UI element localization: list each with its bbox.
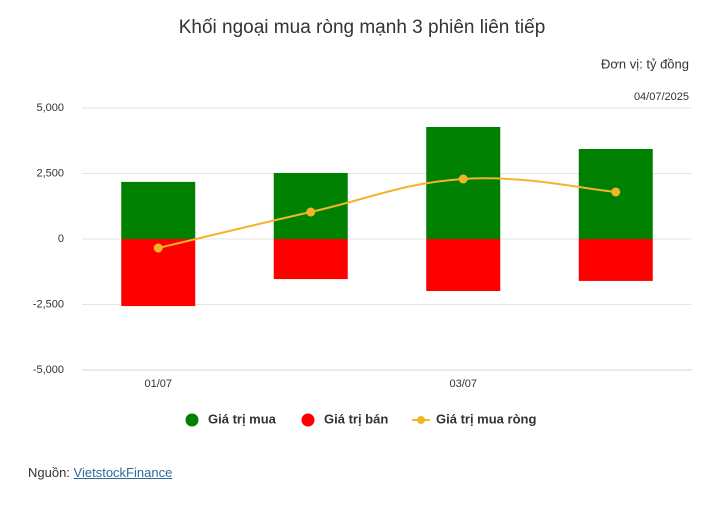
source-link[interactable]: VietstockFinance [73, 465, 173, 480]
legend-marker [301, 413, 315, 427]
bar [578, 239, 653, 281]
chart: Khối ngoại mua ròng mạnh 3 phiên liên ti… [33, 17, 692, 427]
y-tick-label: 2,500 [36, 167, 64, 179]
date-label: 04/07/2025 [634, 91, 689, 103]
x-tick-label: 01/07 [144, 378, 172, 390]
source: Nguồn: VietstockFinance [28, 465, 172, 480]
bar [121, 181, 196, 239]
legend-label: Giá trị mua ròng [436, 411, 536, 426]
line [158, 177, 616, 250]
y-tick-label: -5,000 [33, 364, 64, 376]
source-prefix: Nguồn: [28, 465, 74, 480]
bar [273, 239, 348, 280]
line-point [153, 243, 163, 253]
chart-title: Khối ngoại mua ròng mạnh 3 phiên liên ti… [179, 17, 546, 38]
y-tick-label: 0 [58, 233, 64, 245]
y-tick-label: -2,500 [33, 298, 64, 310]
y-tick-label: 5,000 [36, 102, 64, 114]
legend-marker [185, 413, 199, 427]
bar [426, 239, 501, 292]
legend-label: Giá trị bán [324, 411, 388, 426]
line-point [306, 207, 316, 217]
unit-label: Đơn vị: tỷ đồng [601, 56, 689, 71]
legend-marker [417, 416, 425, 424]
legend-label: Giá trị mua [208, 411, 277, 426]
line-point [458, 174, 468, 184]
line-point [611, 187, 621, 197]
x-tick-label: 03/07 [449, 378, 477, 390]
